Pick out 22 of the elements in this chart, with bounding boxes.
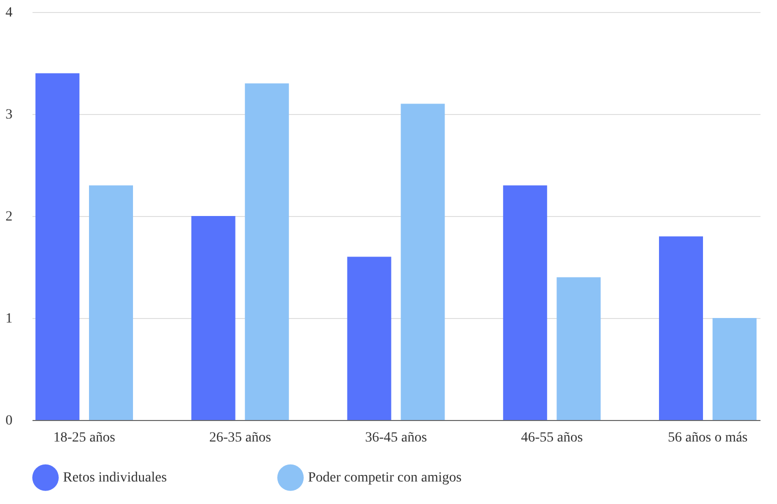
bar bbox=[503, 185, 548, 420]
bar bbox=[556, 277, 601, 420]
x-tick-label: 36-45 años bbox=[365, 430, 427, 446]
x-tick-label: 18-25 años bbox=[53, 430, 116, 446]
bar bbox=[244, 83, 289, 420]
y-tick-label: 1 bbox=[6, 312, 12, 326]
legend-label: Poder competir con amigos bbox=[308, 470, 462, 486]
y-tick-label: 4 bbox=[6, 6, 12, 20]
x-tick-label: 26-35 años bbox=[209, 430, 272, 446]
x-tick-label: 46-55 años bbox=[520, 430, 583, 446]
bar bbox=[712, 318, 757, 420]
bar bbox=[347, 256, 392, 420]
bar bbox=[89, 185, 134, 420]
bar bbox=[191, 216, 236, 420]
x-tick-label: 56 años o más bbox=[668, 430, 748, 446]
y-tick-label: 0 bbox=[6, 414, 12, 428]
y-tick-label: 2 bbox=[6, 210, 12, 224]
y-tick-label: 3 bbox=[6, 108, 12, 122]
legend-label: Retos individuales bbox=[63, 470, 167, 486]
bar bbox=[658, 236, 703, 420]
bar bbox=[400, 104, 445, 420]
bar bbox=[35, 73, 80, 420]
